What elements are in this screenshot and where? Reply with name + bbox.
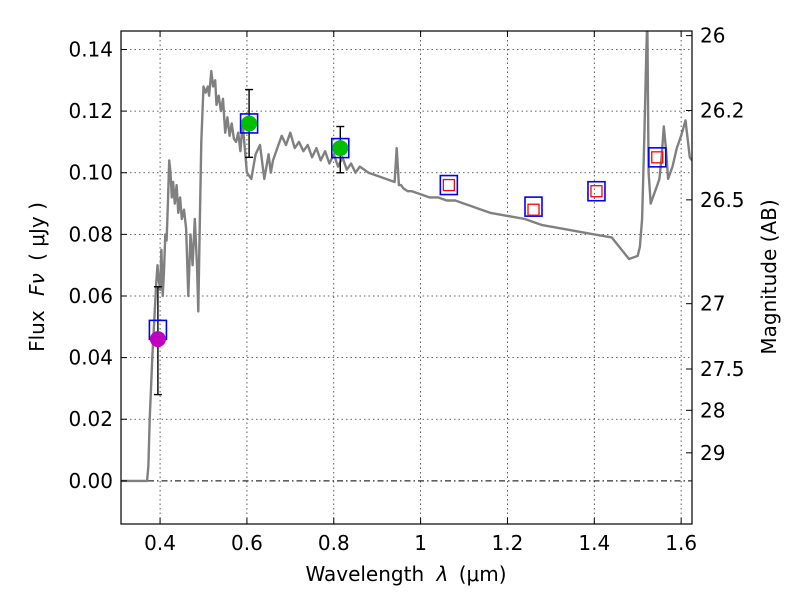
model-photometry-point [330, 137, 350, 159]
y-axis-label: Flux [25, 310, 49, 352]
y-tick-label: 0.04 [68, 346, 113, 370]
y-axis: 0.00 0.02 0.04 0.06 0.08 0.10 0.12 0.14 [68, 37, 127, 493]
model-photometry-point [587, 180, 606, 202]
model-photometry-point [239, 113, 259, 134]
x-tick-label: 0.4 [144, 531, 176, 555]
model-photometry-point [524, 196, 543, 217]
upper-limit-point [527, 203, 540, 216]
upper-limit-point [590, 185, 603, 198]
y-tick-label: 0.14 [68, 37, 113, 61]
y2-axis: 26 26.2 26.5 27 27.5 28 29 [686, 24, 745, 465]
x-axis-label: Wavelength [305, 562, 424, 586]
x-tick-label: 0.8 [318, 531, 350, 555]
model-sed-line [121, 31, 692, 483]
y-tick-label: 0.06 [68, 284, 113, 308]
y2-tick-label: 27.5 [700, 357, 745, 381]
y-tick-label: 0.00 [68, 469, 113, 493]
model-photometry-point [439, 174, 459, 196]
x-tick-label: 0.6 [231, 531, 263, 555]
y2-tick-label: 26.5 [700, 188, 745, 212]
x-tick-label: 1.2 [492, 531, 524, 555]
y-axis-symbol: Fν [25, 273, 49, 296]
detection-point [149, 331, 166, 348]
y-tick-label: 0.02 [68, 407, 113, 431]
x-axis-title: Wavelength λ (μm) [305, 562, 506, 586]
x-axis-unit: (μm) [459, 562, 507, 586]
y-tick-label: 0.08 [68, 222, 113, 246]
y2-tick-label: 29 [700, 441, 725, 465]
upper-limit-point [651, 151, 664, 164]
plot-area [121, 31, 692, 483]
detection-point [332, 140, 349, 157]
grid [121, 31, 692, 524]
y-axis-title: Flux Fν ( μJy ) [25, 202, 49, 352]
x-tick-label: 1.6 [665, 531, 697, 555]
x-tick-label: 1 [414, 531, 427, 555]
y2-tick-label: 27 [700, 292, 725, 316]
y-axis-unit: ( μJy ) [25, 202, 49, 261]
model-photometry-point [647, 147, 667, 168]
y-tick-label: 0.10 [68, 161, 113, 185]
y-tick-label: 0.12 [68, 99, 113, 123]
plot-frame [120, 30, 693, 525]
y2-tick-label: 26 [700, 24, 725, 48]
y2-axis-title: Magnitude (AB) [757, 199, 781, 354]
y2-tick-label: 28 [700, 398, 725, 422]
x-tick-label: 1.4 [578, 531, 610, 555]
detection-point [241, 115, 258, 132]
upper-limit-point [442, 178, 455, 192]
x-axis-symbol: λ [436, 562, 449, 586]
y2-tick-label: 26.2 [700, 98, 745, 122]
x-axis: 0.4 0.6 0.8 1 1.2 1.4 1.6 [144, 31, 697, 555]
